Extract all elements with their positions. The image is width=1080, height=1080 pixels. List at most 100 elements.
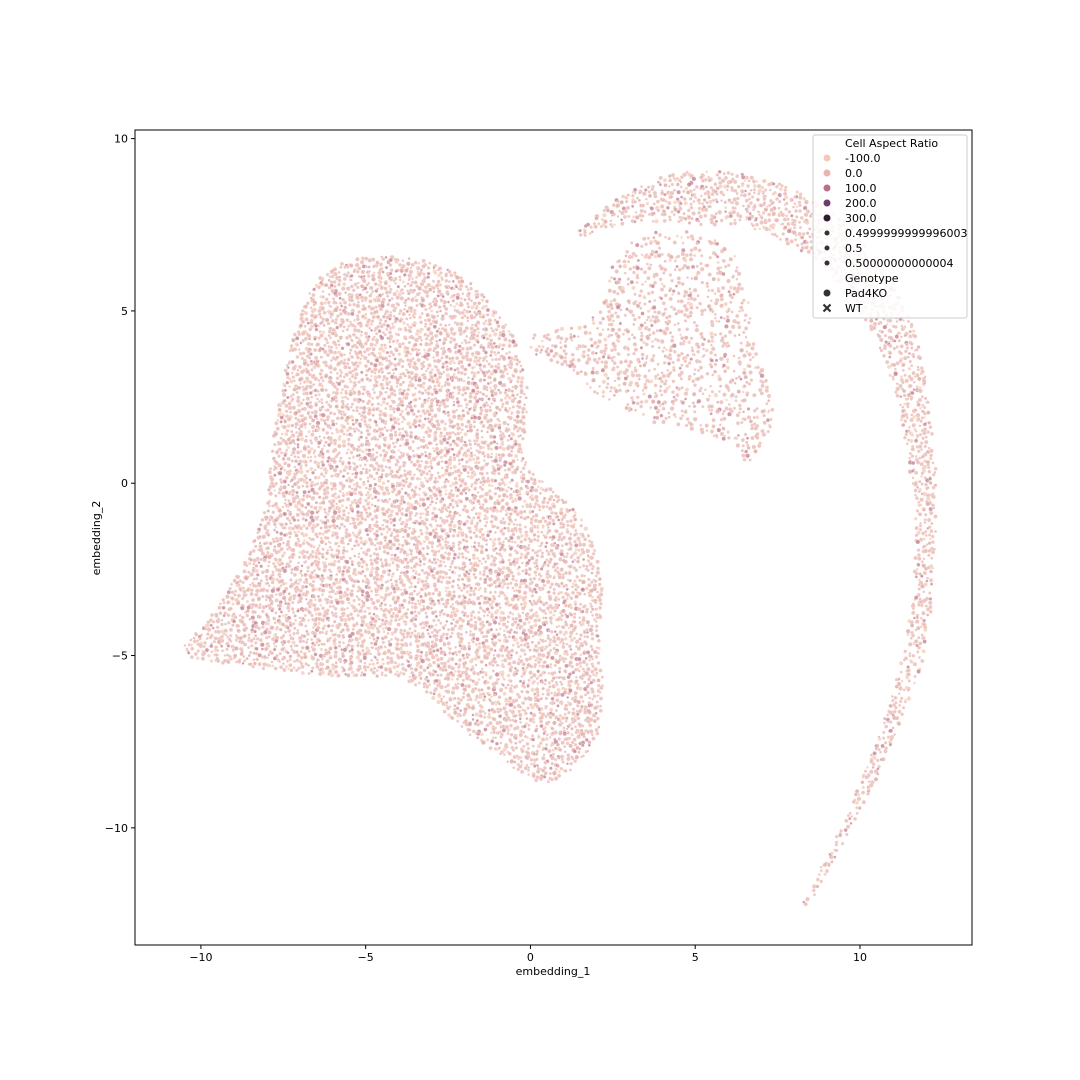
- data-point: [429, 336, 435, 341]
- data-point: [316, 546, 320, 550]
- data-point: [294, 533, 299, 538]
- data-point: [468, 357, 473, 363]
- data-point: [384, 255, 388, 259]
- data-point: [411, 412, 416, 417]
- data-point: [516, 571, 521, 576]
- data-point: [298, 420, 302, 424]
- data-point: [467, 340, 471, 344]
- data-point: [483, 580, 488, 585]
- data-point: [392, 487, 397, 492]
- data-point: [459, 351, 464, 356]
- data-point: [475, 521, 480, 526]
- data-point: [496, 323, 501, 329]
- data-point: [404, 512, 409, 518]
- data-point: [286, 605, 291, 610]
- data-point: [413, 365, 419, 371]
- data-point: [511, 405, 516, 409]
- data-point: [410, 476, 415, 481]
- data-point: [534, 590, 538, 594]
- data-point: [531, 548, 535, 553]
- data-point: [286, 445, 291, 450]
- data-point: [350, 355, 355, 359]
- data-point: [557, 592, 560, 596]
- data-point: [378, 306, 384, 312]
- data-point: [365, 567, 370, 572]
- data-point: [473, 487, 477, 491]
- data-point: [502, 547, 507, 552]
- data-point: [426, 512, 430, 517]
- data-point: [376, 467, 381, 472]
- data-point: [277, 491, 282, 495]
- data-point: [417, 463, 423, 469]
- data-point: [282, 568, 288, 574]
- data-point: [364, 265, 368, 269]
- data-point: [322, 474, 326, 478]
- data-point: [477, 461, 481, 465]
- data-point: [437, 601, 441, 606]
- data-point: [274, 550, 279, 555]
- data-point: [393, 319, 398, 324]
- data-point: [434, 527, 438, 531]
- data-point: [383, 535, 388, 540]
- data-point: [450, 516, 455, 521]
- data-point: [502, 582, 507, 586]
- data-point: [350, 311, 355, 317]
- data-point: [366, 476, 370, 480]
- data-point: [541, 515, 546, 521]
- data-point: [539, 543, 543, 548]
- data-point: [373, 371, 377, 375]
- data-point: [468, 558, 472, 562]
- data-point: [396, 332, 401, 337]
- data-point: [417, 493, 421, 497]
- data-point: [337, 544, 341, 548]
- data-point: [284, 475, 289, 480]
- data-point: [378, 547, 382, 551]
- data-point: [388, 545, 393, 551]
- data-point: [324, 337, 329, 342]
- data-point: [420, 403, 425, 409]
- data-point: [456, 391, 461, 396]
- data-point: [513, 470, 518, 475]
- data-point: [317, 495, 322, 500]
- data-point: [416, 409, 421, 414]
- data-point: [500, 453, 505, 458]
- data-point: [321, 379, 325, 383]
- data-point: [264, 518, 268, 522]
- data-point: [307, 490, 311, 494]
- data-point: [472, 439, 477, 443]
- data-point: [307, 356, 312, 360]
- data-point: [375, 340, 379, 345]
- data-point: [464, 340, 469, 345]
- data-point: [355, 285, 360, 290]
- data-point: [349, 278, 353, 282]
- data-point: [395, 546, 400, 551]
- data-point: [268, 491, 274, 497]
- data-point: [312, 545, 316, 549]
- data-point: [296, 455, 301, 460]
- data-point: [375, 520, 379, 524]
- data-point: [461, 508, 465, 512]
- data-point: [279, 584, 283, 588]
- data-point: [453, 432, 458, 437]
- data-point: [467, 439, 472, 443]
- data-point: [509, 512, 513, 516]
- data-point: [475, 439, 479, 443]
- data-point: [373, 353, 377, 358]
- data-point: [418, 515, 423, 520]
- data-point: [446, 300, 450, 304]
- data-point: [586, 568, 591, 573]
- data-point: [569, 596, 574, 601]
- data-point: [409, 460, 414, 464]
- data-point: [265, 588, 270, 593]
- data-point: [301, 351, 306, 356]
- data-point: [346, 385, 350, 389]
- data-point: [293, 580, 298, 585]
- data-point: [423, 492, 428, 497]
- data-point: [345, 286, 351, 291]
- data-point: [316, 363, 322, 369]
- data-point: [345, 596, 351, 602]
- data-point: [393, 367, 398, 371]
- data-point: [425, 398, 430, 403]
- data-point: [310, 583, 315, 589]
- data-point: [455, 399, 461, 405]
